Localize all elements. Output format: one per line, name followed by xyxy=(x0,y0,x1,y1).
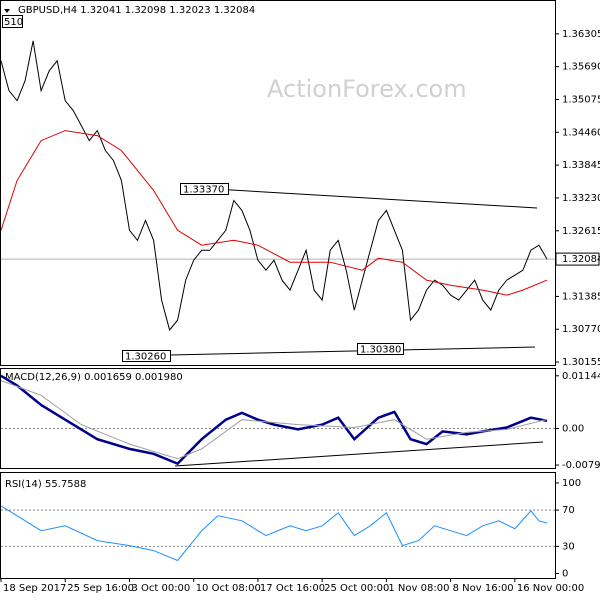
y-tick-label: 70 xyxy=(562,505,575,516)
y-tick-label: 1.30770 xyxy=(562,324,600,335)
series-line xyxy=(0,505,548,562)
y-tick-label: 1.34460 xyxy=(562,127,600,138)
annotation: 1.30260 xyxy=(125,352,166,363)
y-tick-label: 0.011441 xyxy=(562,371,600,382)
y-tick-label: 1.32615 xyxy=(562,226,600,237)
x-tick-label: 16 Nov 00:00 xyxy=(517,583,584,594)
x-tick-label: 3 Oct 00:00 xyxy=(131,583,190,594)
trendline xyxy=(169,346,536,356)
watermark: ActionForex.com xyxy=(267,75,467,103)
x-tick-label: 17 Oct 16:00 xyxy=(260,583,325,594)
y-tick-label: 1.33845 xyxy=(562,160,600,171)
chart-title: GBPUSD,H4 1.32041 1.32098 1.32023 1.3208… xyxy=(18,5,255,16)
y-tick-label: 1.35075 xyxy=(562,94,600,105)
annotation-box xyxy=(180,183,229,195)
series-line xyxy=(0,40,548,332)
series-line xyxy=(0,374,548,466)
y-tick-label: 0.00 xyxy=(562,423,584,434)
x-tick-label: 1 Nov 08:00 xyxy=(388,583,449,594)
rsi-panel xyxy=(0,472,556,579)
corner-box xyxy=(2,15,23,28)
panel-title: MACD(12,26,9) 0.001659 0.001980 xyxy=(5,372,183,383)
annotation-box xyxy=(357,343,404,355)
last-price-label: 1.32084 xyxy=(562,254,600,265)
x-tick-label: 25 Sep 16:00 xyxy=(67,583,134,594)
y-tick-label: 1.36305 xyxy=(562,29,600,40)
annotation: 1.30380 xyxy=(360,345,401,356)
last-price-box xyxy=(555,252,600,266)
y-tick-label: 1.30155 xyxy=(562,357,600,368)
main-panel xyxy=(0,0,556,366)
x-tick-label: 18 Sep 2017 xyxy=(3,583,66,594)
panel-title: RSI(14) 55.7588 xyxy=(5,479,86,490)
x-tick-label: 25 Oct 00:00 xyxy=(324,583,389,594)
macd-panel xyxy=(0,368,556,469)
y-tick-label: 0 xyxy=(562,568,568,579)
x-tick-label: 8 Nov 16:00 xyxy=(453,583,514,594)
trendline xyxy=(174,441,544,467)
x-tick-label: 10 Oct 08:00 xyxy=(196,583,261,594)
y-tick-label: 1.31385 xyxy=(562,291,600,302)
corner-label: 510 xyxy=(4,17,23,28)
y-tick-label: 100 xyxy=(562,478,581,489)
annotation: 1.33370 xyxy=(183,185,224,196)
annotation-box xyxy=(122,350,171,362)
dropdown-icon xyxy=(4,9,10,13)
y-tick-label: 1.33230 xyxy=(562,193,600,204)
series-line xyxy=(0,380,548,460)
series-line xyxy=(0,130,548,296)
y-tick-label: -0.007954 xyxy=(562,460,600,471)
y-tick-label: 30 xyxy=(562,541,575,552)
trendline xyxy=(179,186,538,209)
y-tick-label: 1.35690 xyxy=(562,62,600,73)
